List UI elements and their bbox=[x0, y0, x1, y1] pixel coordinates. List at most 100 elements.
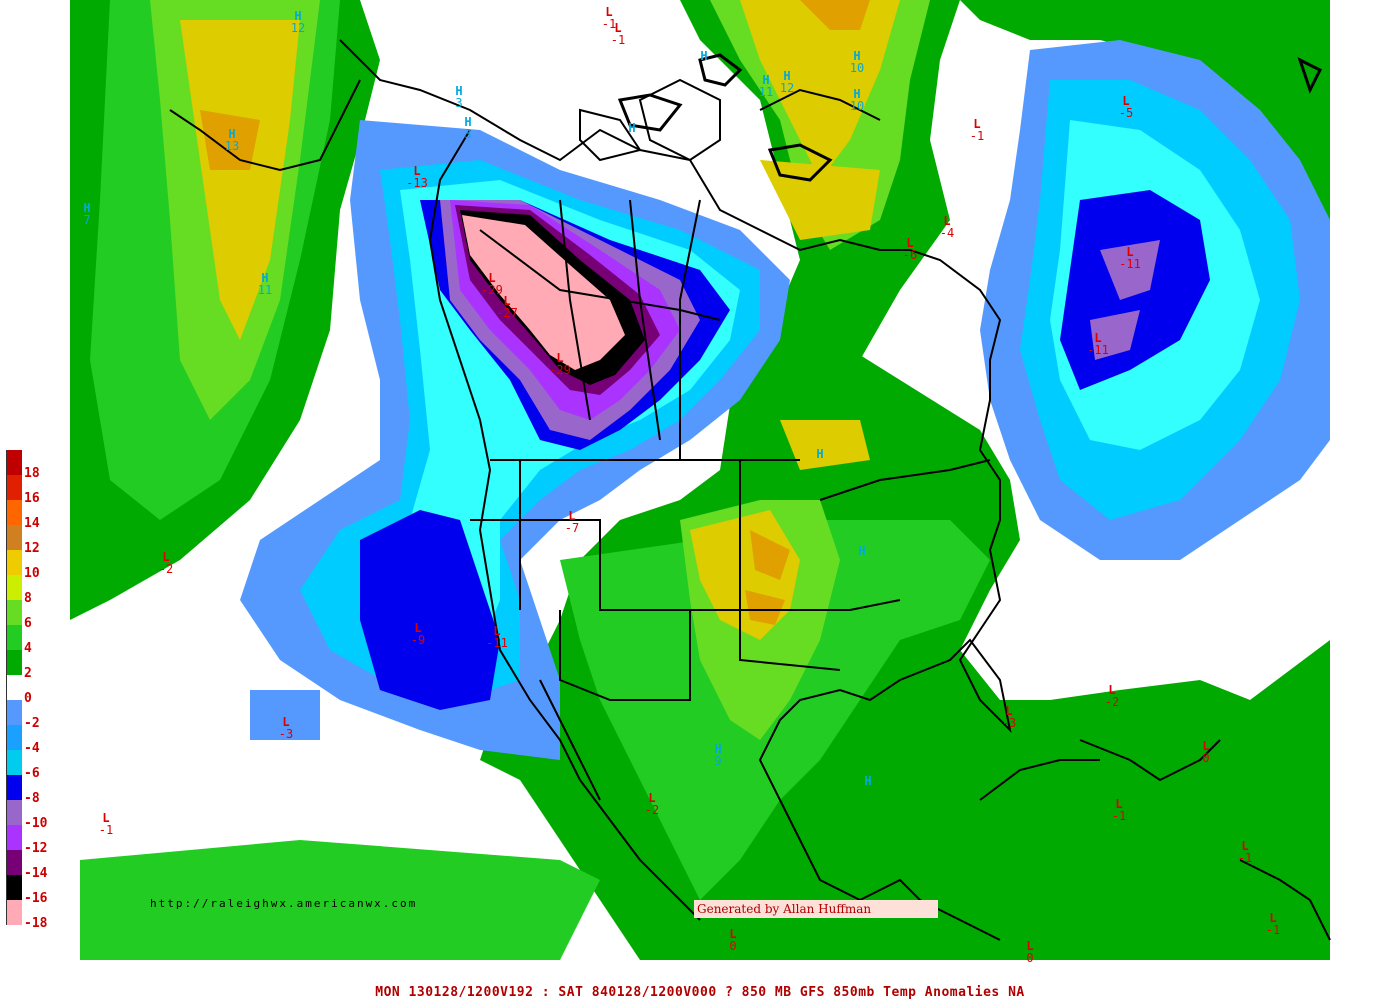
legend-swatch bbox=[6, 775, 22, 800]
center-type: H bbox=[714, 742, 722, 756]
center-type: L bbox=[556, 351, 564, 365]
high-center: H 10 bbox=[845, 50, 869, 74]
low-center: L -5 bbox=[1114, 95, 1138, 119]
center-type: H bbox=[464, 115, 472, 129]
center-value: -11 bbox=[1087, 343, 1109, 357]
center-value: -1 bbox=[1265, 923, 1281, 937]
center-type: H bbox=[762, 73, 770, 87]
center-value: 11 bbox=[758, 85, 774, 99]
high-center: H 11 bbox=[253, 272, 277, 296]
center-type: L bbox=[503, 294, 511, 308]
high-center: H 12 bbox=[775, 70, 799, 94]
low-center: L -2 bbox=[640, 792, 664, 816]
center-value: -3 bbox=[1001, 716, 1017, 730]
low-center: L -1 bbox=[597, 6, 621, 30]
legend-swatch bbox=[6, 750, 22, 775]
legend-label: -12 bbox=[24, 841, 48, 856]
high-center: H 10 bbox=[845, 88, 869, 112]
center-type: L bbox=[568, 509, 576, 523]
center-value: -4 bbox=[939, 226, 955, 240]
center-value: -3 bbox=[278, 727, 294, 741]
legend-label: -10 bbox=[24, 816, 48, 831]
center-value: -5 bbox=[1118, 106, 1134, 120]
center-type: H bbox=[816, 447, 824, 461]
low-center: L -7 bbox=[560, 510, 584, 534]
center-value: 7 bbox=[83, 213, 91, 227]
source-url: http://raleighwx.americanwx.com bbox=[150, 897, 418, 910]
high-center: H 13 bbox=[220, 128, 244, 152]
high-center: H bbox=[620, 122, 644, 134]
low-center: L -1 bbox=[1107, 798, 1131, 822]
high-center: H 11 bbox=[754, 74, 778, 98]
center-type: L bbox=[1005, 704, 1013, 718]
center-type: L bbox=[648, 791, 656, 805]
center-type: L bbox=[729, 927, 737, 941]
center-value: -6 bbox=[902, 248, 918, 262]
center-value: -29 bbox=[481, 283, 503, 297]
low-center: L -1 bbox=[606, 22, 630, 46]
center-value: -27 bbox=[496, 306, 518, 320]
legend-swatch bbox=[6, 900, 22, 925]
center-type: L bbox=[1115, 797, 1123, 811]
center-value: 0 bbox=[729, 939, 737, 953]
center-type: L bbox=[1094, 331, 1102, 345]
high-center: H bbox=[850, 545, 874, 557]
legend-label: 16 bbox=[24, 491, 40, 506]
low-center: L -1 bbox=[1261, 912, 1285, 936]
legend-label: 2 bbox=[24, 666, 32, 681]
legend-swatch bbox=[6, 525, 22, 550]
high-center: H 12 bbox=[286, 10, 310, 34]
legend-swatch bbox=[6, 850, 22, 875]
low-center: L -3 bbox=[274, 716, 298, 740]
legend-swatch bbox=[6, 675, 22, 700]
legend-swatch bbox=[6, 800, 22, 825]
center-value: 10 bbox=[849, 99, 865, 113]
legend-swatch bbox=[6, 550, 22, 575]
center-value: 11 bbox=[257, 283, 273, 297]
legend-label: -2 bbox=[24, 716, 40, 731]
center-type: L bbox=[1026, 939, 1034, 953]
center-type: H bbox=[261, 271, 269, 285]
center-value: 0 bbox=[1202, 751, 1210, 765]
center-value: -2 bbox=[644, 803, 660, 817]
center-type: L bbox=[1108, 683, 1116, 697]
legend-swatch bbox=[6, 625, 22, 650]
arctic-islands bbox=[617, 53, 1323, 182]
legend-swatch bbox=[6, 875, 22, 900]
legend-swatch bbox=[6, 650, 22, 675]
legend-swatch bbox=[6, 700, 22, 725]
center-value: 0 bbox=[1026, 951, 1034, 965]
center-type: L bbox=[162, 550, 170, 564]
legend-label: 12 bbox=[24, 541, 40, 556]
low-center: L -1 bbox=[94, 812, 118, 836]
low-center: L -29 bbox=[480, 272, 504, 296]
center-value: -1 bbox=[601, 17, 617, 31]
low-center: L -13 bbox=[405, 165, 429, 189]
center-type: L bbox=[973, 117, 981, 131]
center-value: -9 bbox=[410, 633, 426, 647]
legend-label: -18 bbox=[24, 916, 48, 931]
center-type: L bbox=[102, 811, 110, 825]
legend-label: 18 bbox=[24, 466, 40, 481]
center-type: L bbox=[1202, 739, 1210, 753]
high-center: H bbox=[856, 775, 880, 787]
center-type: L bbox=[605, 5, 613, 19]
legend-swatch bbox=[6, 600, 22, 625]
center-value: -1 bbox=[1237, 851, 1253, 865]
legend-swatch bbox=[6, 725, 22, 750]
center-value: -29 bbox=[549, 363, 571, 377]
center-value: -1 bbox=[610, 33, 626, 47]
legend-label: -16 bbox=[24, 891, 48, 906]
center-value: -11 bbox=[1119, 257, 1141, 271]
legend-label: 0 bbox=[24, 691, 32, 706]
low-center: L -11 bbox=[485, 625, 509, 649]
center-value: -7 bbox=[564, 521, 580, 535]
legend-label: -8 bbox=[24, 791, 40, 806]
center-type: H bbox=[83, 201, 91, 215]
low-center: L -2 bbox=[1100, 684, 1124, 708]
